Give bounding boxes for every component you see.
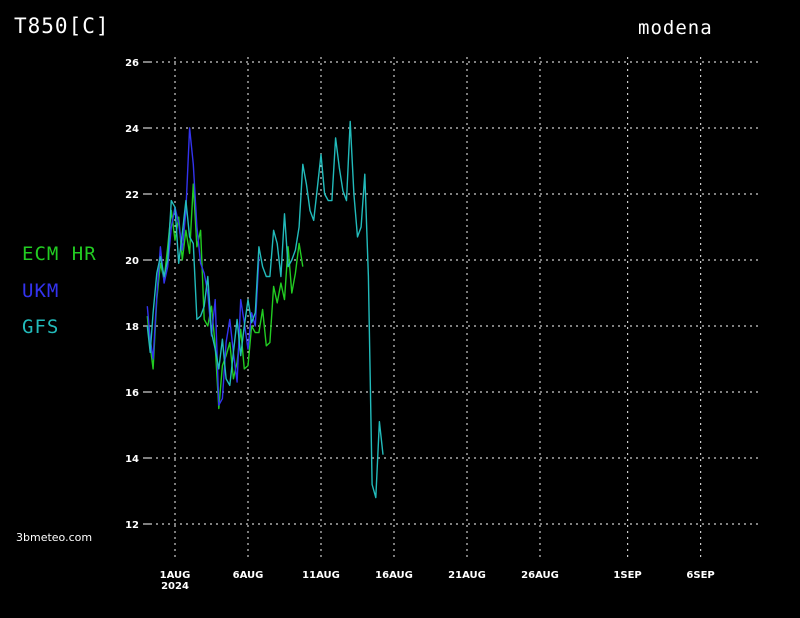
y-tick-label: 12 bbox=[125, 520, 139, 531]
y-tick-label: 14 bbox=[125, 454, 139, 465]
y-tick-layer: 12 14 16 18 20 22 24 26 bbox=[125, 58, 150, 531]
x-tick-label: 21AUG bbox=[448, 570, 486, 581]
x-tick-year: 2024 bbox=[161, 581, 189, 592]
x-tick-label: 26AUG bbox=[521, 570, 559, 581]
x-tick-label: 16AUG bbox=[375, 570, 413, 581]
site-credit: 3bmeteo.com bbox=[16, 531, 93, 544]
y-tick-label: 18 bbox=[125, 322, 139, 333]
legend-ecm-hr: ECM HR bbox=[22, 243, 97, 265]
x-tick-label: 11AUG bbox=[302, 570, 340, 581]
legend-gfs: GFS bbox=[22, 316, 60, 338]
y-tick-label: 16 bbox=[125, 388, 139, 399]
series-layer bbox=[146, 120, 384, 499]
x-tick-label: 6SEP bbox=[686, 570, 714, 581]
y-tick-label: 20 bbox=[125, 256, 139, 267]
series-line-gfs bbox=[146, 120, 384, 499]
legend-ukm: UKM bbox=[22, 280, 60, 302]
y-tick-label: 22 bbox=[125, 190, 139, 201]
x-tick-label: 1SEP bbox=[613, 570, 641, 581]
x-tick-label: 6AUG bbox=[233, 570, 264, 581]
chart-title: T850[C] bbox=[14, 14, 110, 38]
y-tick-label: 26 bbox=[125, 58, 139, 69]
grid-layer bbox=[150, 57, 762, 560]
y-tick-label: 24 bbox=[125, 124, 139, 135]
series-line-ukm bbox=[146, 127, 260, 406]
x-tick-label: 1AUG bbox=[160, 570, 191, 581]
station-name: modena bbox=[638, 17, 713, 39]
